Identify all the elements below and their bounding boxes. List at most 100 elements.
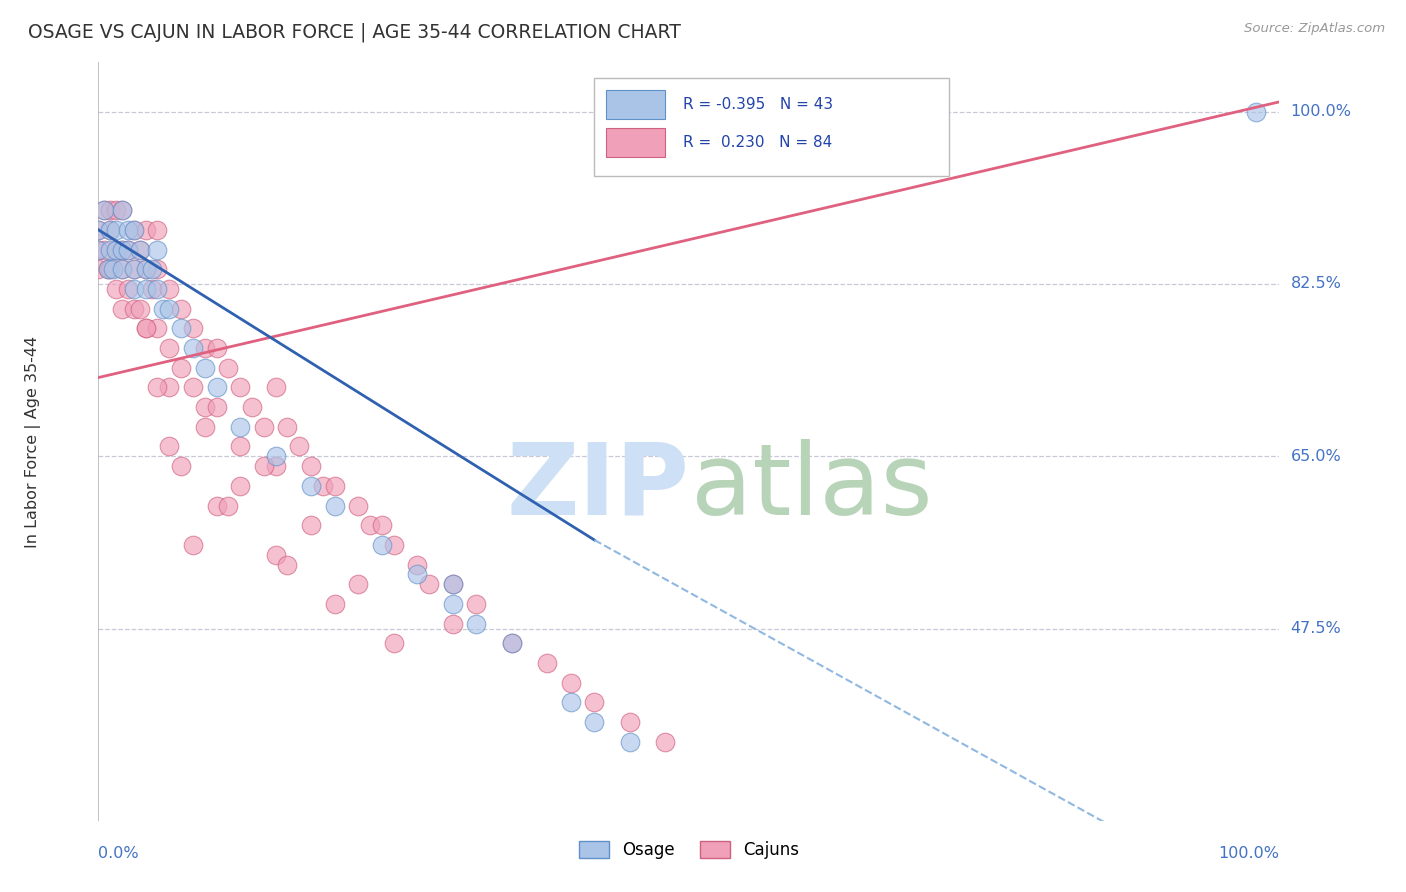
Text: OSAGE VS CAJUN IN LABOR FORCE | AGE 35-44 CORRELATION CHART: OSAGE VS CAJUN IN LABOR FORCE | AGE 35-4… (28, 22, 681, 42)
Point (583, 715, 606, 730)
Point (181, 321, 204, 335)
Point (253, 459, 276, 474)
Point (105, 243, 128, 257)
Point (264, 548, 287, 562)
Text: Source: ZipAtlas.com: Source: ZipAtlas.com (1244, 22, 1385, 36)
Point (619, 715, 641, 730)
Point (536, 656, 558, 670)
Point (347, 577, 370, 591)
Text: In Labor Force | Age 35-44: In Labor Force | Age 35-44 (25, 335, 41, 548)
Point (105, 243, 128, 257)
Point (654, 735, 676, 749)
Point (619, 735, 641, 749)
Point (229, 479, 252, 493)
Point (97, 262, 120, 277)
Point (347, 499, 370, 513)
Point (288, 440, 311, 454)
Point (101, 262, 124, 277)
Point (276, 558, 298, 572)
Point (382, 636, 405, 650)
Point (98, 223, 121, 237)
Point (181, 538, 204, 552)
Point (406, 558, 429, 572)
Point (323, 597, 346, 611)
Point (157, 301, 180, 316)
Point (111, 203, 134, 218)
Point (98, 243, 121, 257)
Point (264, 450, 287, 464)
Point (122, 223, 145, 237)
Point (152, 301, 174, 316)
Point (93, 203, 115, 218)
Point (135, 223, 157, 237)
Point (560, 675, 582, 690)
Point (299, 518, 322, 533)
Point (229, 380, 252, 394)
Point (157, 380, 180, 394)
Point (465, 616, 488, 631)
Point (111, 301, 134, 316)
Point (146, 380, 169, 394)
Legend: Osage, Cajuns: Osage, Cajuns (572, 834, 806, 865)
Point (117, 223, 139, 237)
Point (240, 400, 263, 414)
Point (205, 400, 228, 414)
Point (441, 577, 464, 591)
Point (465, 597, 488, 611)
Point (194, 360, 217, 375)
Point (87, 243, 110, 257)
Point (181, 341, 204, 355)
Point (299, 459, 322, 474)
Point (157, 440, 180, 454)
Point (276, 419, 298, 434)
Point (205, 499, 228, 513)
Point (170, 321, 193, 335)
Point (441, 597, 464, 611)
Point (205, 341, 228, 355)
Point (157, 341, 180, 355)
Text: 65.0%: 65.0% (1291, 449, 1341, 464)
Point (323, 499, 346, 513)
Point (583, 696, 606, 710)
Point (105, 282, 128, 296)
Point (93, 203, 115, 218)
Point (441, 577, 464, 591)
Point (371, 538, 394, 552)
Point (122, 262, 145, 277)
Point (105, 223, 128, 237)
Point (93, 243, 115, 257)
Point (87, 243, 110, 257)
Point (146, 321, 169, 335)
Text: ZIP: ZIP (506, 439, 689, 535)
Point (98, 262, 121, 277)
Point (105, 203, 128, 218)
Point (111, 262, 134, 277)
Point (264, 459, 287, 474)
Point (135, 321, 157, 335)
Point (217, 360, 239, 375)
Point (111, 243, 134, 257)
Point (264, 380, 287, 394)
Point (359, 518, 381, 533)
Point (141, 262, 163, 277)
FancyBboxPatch shape (595, 78, 949, 177)
Point (111, 243, 134, 257)
Point (146, 243, 169, 257)
Point (299, 479, 322, 493)
Point (117, 243, 139, 257)
Point (253, 419, 276, 434)
Point (128, 243, 150, 257)
Point (170, 301, 193, 316)
Point (122, 223, 145, 237)
Point (170, 360, 193, 375)
Point (135, 262, 157, 277)
Point (98, 203, 121, 218)
Text: atlas: atlas (692, 439, 934, 535)
Point (170, 459, 193, 474)
Point (87, 223, 110, 237)
Point (501, 636, 523, 650)
Point (146, 282, 169, 296)
Point (418, 577, 440, 591)
Text: 47.5%: 47.5% (1291, 621, 1341, 636)
Point (205, 380, 228, 394)
